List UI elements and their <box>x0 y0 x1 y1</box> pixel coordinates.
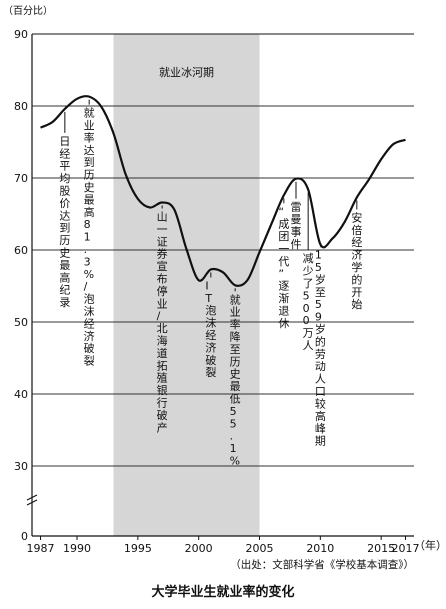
x-tick-label: 2015 <box>367 542 395 555</box>
annotation-text: I T 泡沫经济破裂 <box>204 279 216 379</box>
series-line <box>40 95 406 287</box>
y-axis-unit-label: （百分比） <box>3 5 53 17</box>
annotation-text: 1 5 岁至 5 9 岁的劳动人口较高峰期 <box>315 249 326 448</box>
ice-age-band-label: 就业冰河期 <box>159 65 214 79</box>
annotation-text: “成团一代”逐渐退休 <box>278 205 289 330</box>
y-tick-label: 70 <box>14 172 28 185</box>
x-tick-label: 1987 <box>27 542 55 555</box>
x-tick-label: 2005 <box>245 542 273 555</box>
y-tick-label: 60 <box>14 244 28 257</box>
annotation-text: 减少了 5 0 0 万人 <box>303 252 314 352</box>
y-tick-label: 50 <box>14 316 28 329</box>
chart-title: 大学毕业生就业率的变化 <box>151 584 294 600</box>
x-axis-unit-label: （年） <box>414 538 446 552</box>
y-tick-label: 30 <box>14 460 28 473</box>
x-tick-label: 2000 <box>185 542 213 555</box>
x-tick-label: 2017 <box>391 542 419 555</box>
annotation-text: 山一证券宣布停业/北海道拓殖银行破产 <box>157 210 168 434</box>
annotation-text: 雷曼事件 <box>290 201 301 251</box>
x-tick-label: 2010 <box>306 542 334 555</box>
y-tick-label: 0 <box>21 530 28 543</box>
plot-area: 就业冰河期 0 30 40 50 60 70 80 90 1987 1990 1995 2000 2005… <box>14 28 419 555</box>
annotation-text: 安倍经济学的开始 <box>351 210 362 311</box>
annotation-text: 日经平均股价达到历史最高纪录 <box>59 135 70 309</box>
y-tick-label: 40 <box>14 388 28 401</box>
x-tick-label: 1990 <box>63 542 91 555</box>
x-tick-label: 1995 <box>124 542 152 555</box>
y-tick-label: 80 <box>14 100 28 113</box>
annotation-text: 就业率达到历史最高 8 1. 3%/泡沫经济破裂 <box>84 106 95 368</box>
annotation-text: 就业率降至历史最低 5 5. 1% <box>230 292 241 467</box>
y-tick-label: 90 <box>14 28 28 41</box>
source-note: （出处：文部科学省《学校基本调查》） <box>230 558 414 571</box>
